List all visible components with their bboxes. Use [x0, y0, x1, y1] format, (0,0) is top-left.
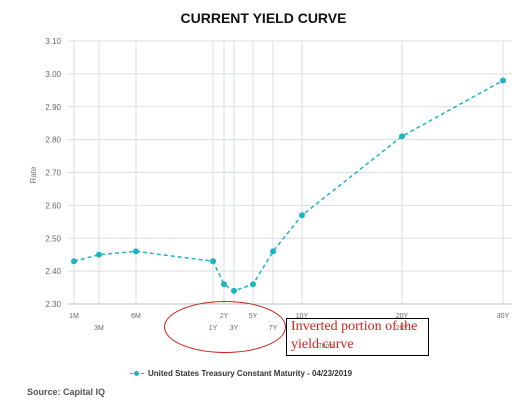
y-tick-label: 2.70	[45, 169, 61, 178]
y-tick-label: 2.50	[45, 234, 61, 243]
x-tick-label: 10Y	[296, 313, 309, 320]
y-tick-label: 2.80	[45, 136, 61, 145]
y-tick-label: 3.00	[45, 70, 61, 79]
data-point	[96, 251, 102, 258]
data-point	[270, 248, 276, 255]
grid-lines	[68, 40, 512, 305]
y-tick-label: 2.30	[45, 300, 61, 309]
series-line	[73, 79, 504, 292]
x-tick-label: 6M	[131, 313, 141, 320]
data-point	[399, 133, 405, 140]
legend-series-label: United States Treasury Constant Maturity…	[148, 369, 353, 378]
data-point	[221, 281, 227, 288]
source-note: Source: Capital IQ	[27, 387, 106, 397]
y-tick-label: 2.40	[45, 267, 61, 276]
legend-series-marker	[130, 370, 144, 378]
data-point	[500, 77, 506, 84]
annotation-text: Inverted portion of the yield curve	[291, 319, 418, 352]
x-tick-label: 1M	[69, 313, 79, 320]
x-axis-label: Term	[318, 343, 334, 350]
y-tick-label: 2.90	[45, 103, 61, 112]
data-point	[133, 248, 139, 255]
data-point	[250, 281, 256, 288]
y-tick-labels: 2.30 2.40 2.50 2.60 2.70 2.80 2.90 3.00 3.10	[45, 37, 61, 309]
x-tick-label: 30Y	[497, 313, 510, 320]
x-tick-label: 20Y	[396, 313, 409, 320]
data-point	[231, 287, 237, 294]
x-tick-label: 20Y	[396, 325, 409, 332]
x-tick-label: 3M	[94, 325, 104, 332]
data-point	[210, 258, 216, 265]
annotation-ellipse	[164, 301, 286, 353]
series-layer	[71, 77, 506, 294]
y-axis-label: Rate	[29, 166, 38, 183]
annotation-box	[286, 318, 429, 356]
y-tick-label: 3.10	[45, 37, 61, 46]
data-point	[71, 258, 77, 265]
chart-title: CURRENT YIELD CURVE	[180, 10, 347, 26]
data-point	[299, 212, 305, 219]
chart-legend[interactable]: United States Treasury Constant Maturity…	[130, 369, 352, 378]
y-tick-label: 2.60	[45, 201, 61, 210]
